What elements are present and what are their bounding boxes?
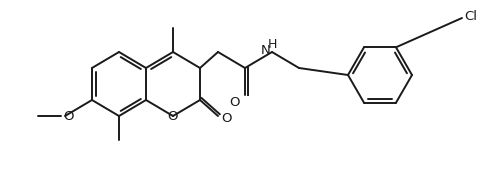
Text: N: N xyxy=(261,44,271,56)
Text: O: O xyxy=(221,112,231,124)
Text: Cl: Cl xyxy=(464,9,477,22)
Text: O: O xyxy=(168,109,178,122)
Text: H: H xyxy=(268,37,276,50)
Text: O: O xyxy=(230,97,240,109)
Text: O: O xyxy=(64,109,74,122)
